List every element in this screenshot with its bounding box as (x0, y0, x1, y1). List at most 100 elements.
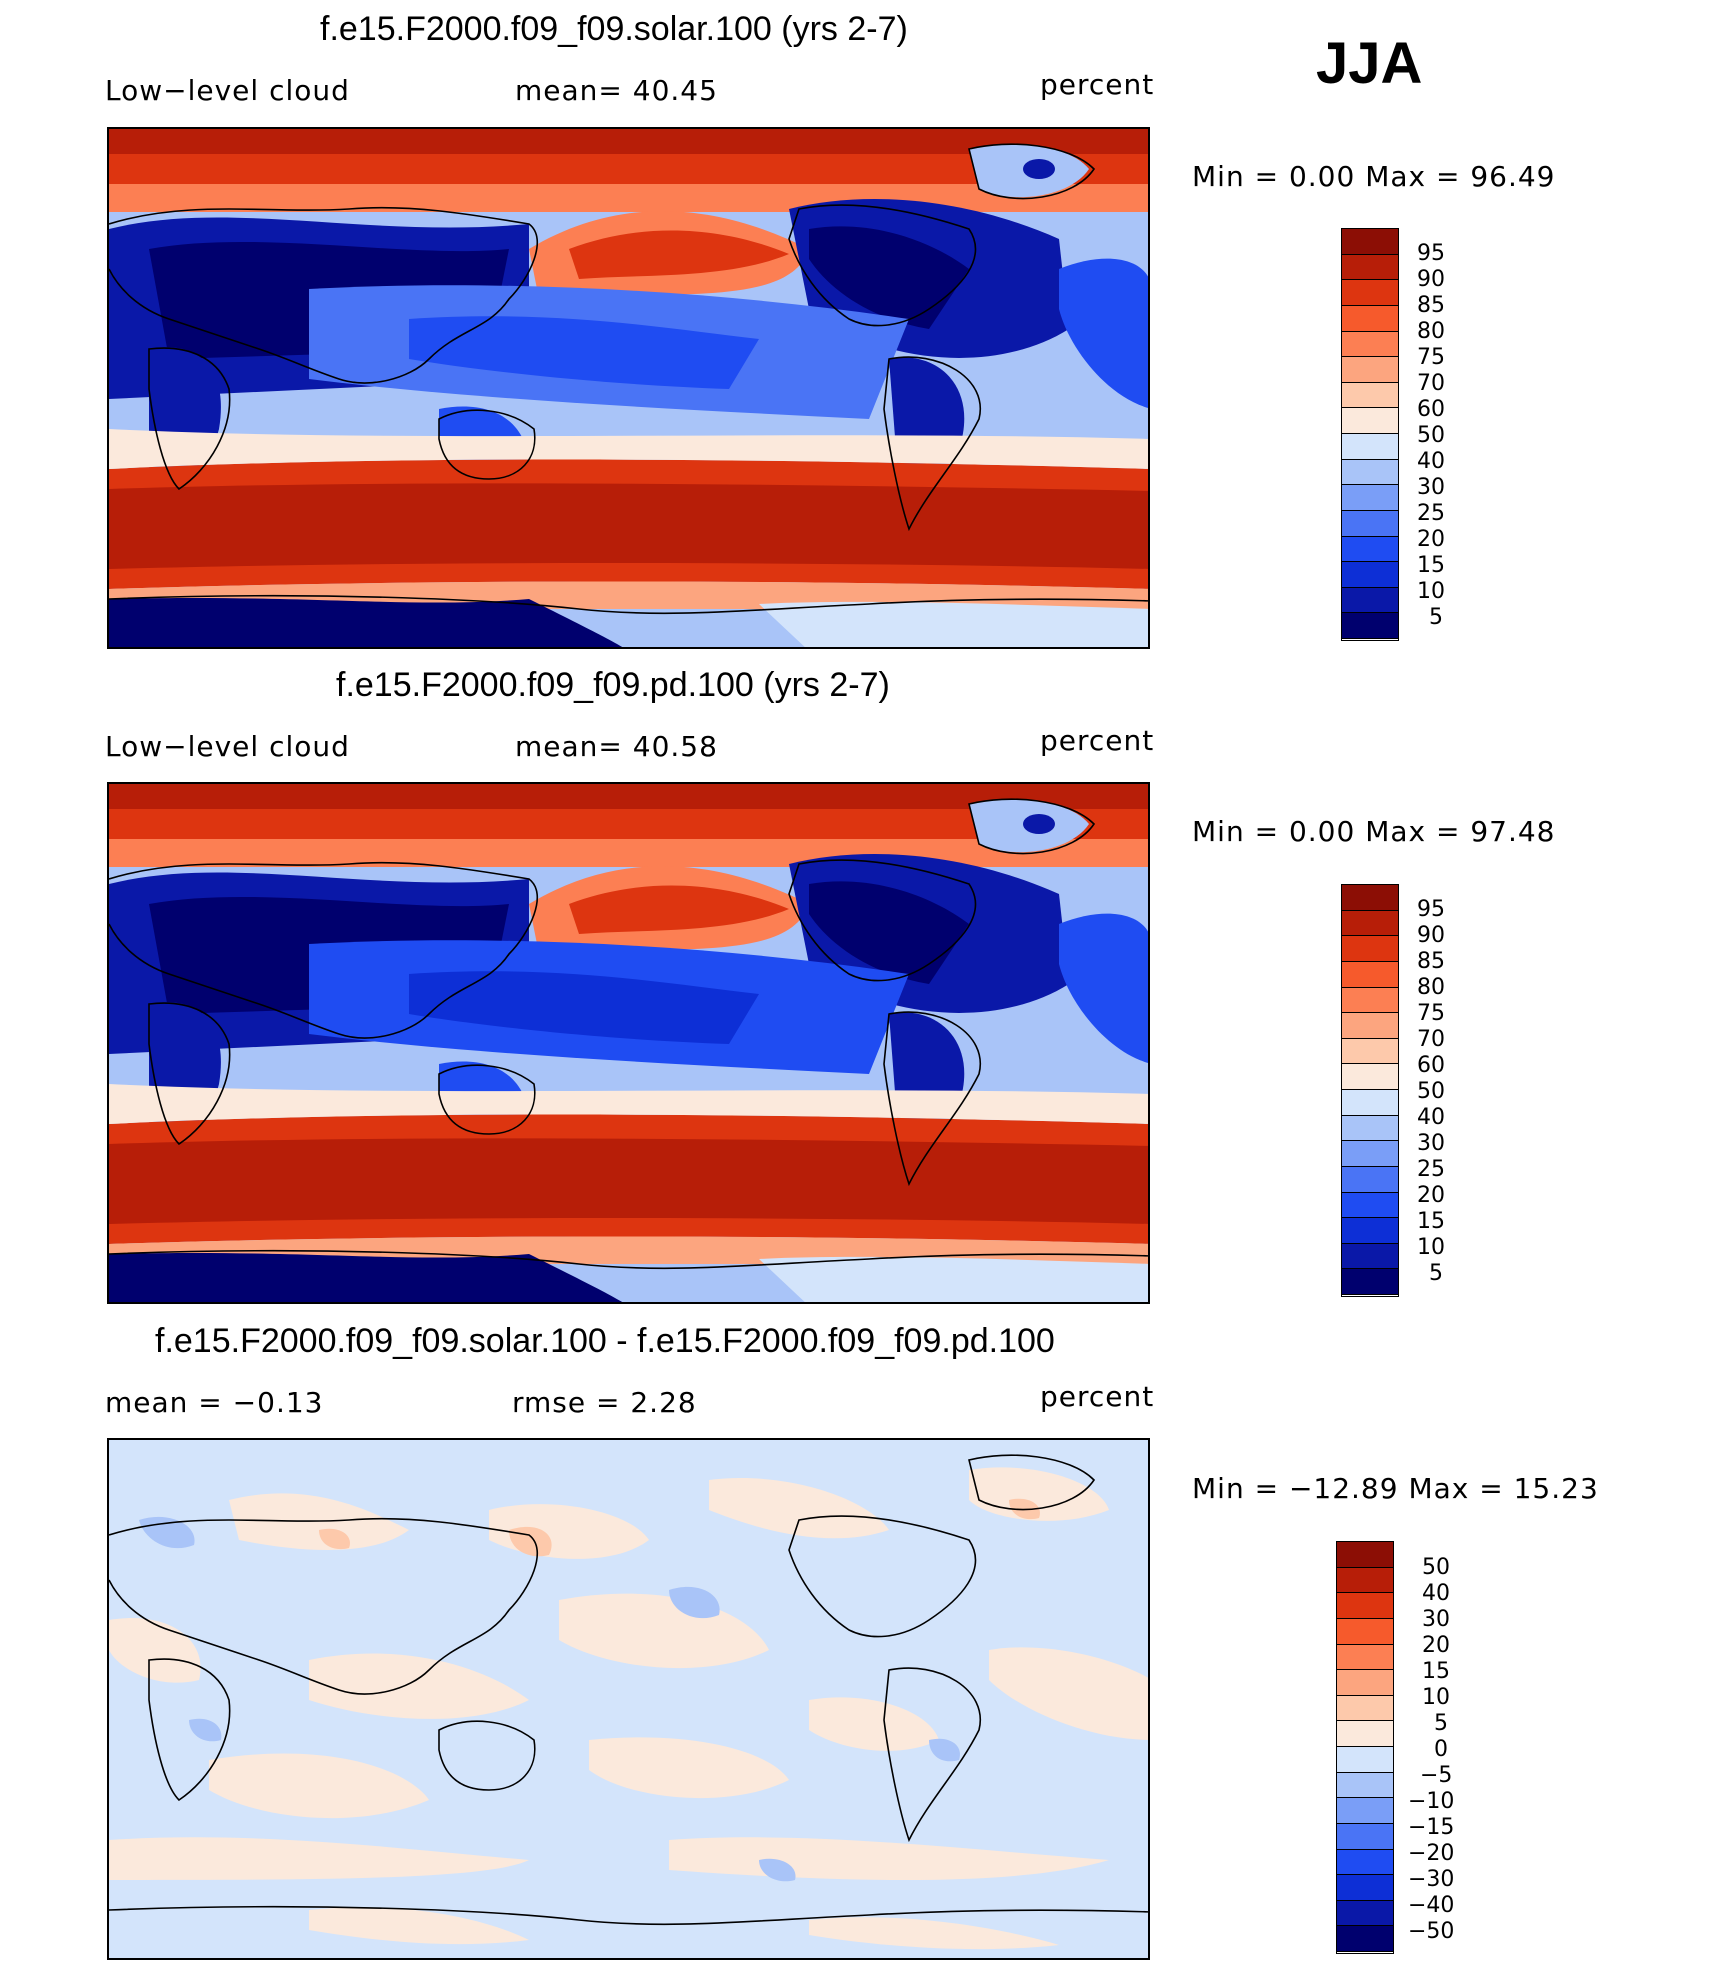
panel3-cbar-tick: 40 (1422, 1581, 1450, 1606)
panel3-cbar-tick: −50 (1408, 1919, 1455, 1944)
colorbar-swatch (1342, 331, 1398, 358)
panel1-map-svg (109, 129, 1148, 647)
panel1-cbar-tick: 80 (1417, 319, 1445, 344)
season-label: JJA (1316, 31, 1423, 96)
panel1-cbar-tick: 20 (1417, 527, 1445, 552)
panel3-colorbar (1336, 1541, 1394, 1954)
panel1-cbar-tick: 75 (1417, 345, 1445, 370)
panel2-map-svg (109, 784, 1148, 1302)
panel2-cbar-tick: 25 (1417, 1157, 1445, 1182)
panel1-cbar-tick: 25 (1417, 501, 1445, 526)
colorbar-swatch (1342, 357, 1398, 383)
panel2-variable-label: Low−level cloud (105, 730, 350, 763)
panel1-cbar-tick: 95 (1417, 241, 1445, 266)
colorbar-swatch (1342, 1141, 1398, 1167)
panel1-map (107, 127, 1150, 649)
panel2-cbar-tick: 10 (1417, 1235, 1445, 1260)
colorbar-swatch (1342, 1013, 1398, 1039)
panel3-rmse-label: rmse = 2.28 (512, 1386, 697, 1419)
colorbar-swatch (1342, 961, 1398, 988)
panel3-mean-label: mean = −0.13 (105, 1386, 324, 1419)
colorbar-swatch (1342, 408, 1398, 434)
panel2-cbar-tick: 15 (1417, 1209, 1445, 1234)
colorbar-swatch (1337, 1772, 1393, 1799)
panel3-cbar-tick: −10 (1408, 1789, 1455, 1814)
panel2-colorbar (1341, 884, 1399, 1297)
panel1-title: f.e15.F2000.f09_f09.solar.100 (yrs 2-7) (320, 10, 908, 48)
panel1-cbar-tick: 10 (1417, 579, 1445, 604)
panel3-units-label: percent (1040, 1380, 1155, 1413)
panel3-cbar-tick: −20 (1408, 1841, 1455, 1866)
colorbar-swatch (1337, 1875, 1393, 1901)
colorbar-swatch (1337, 1798, 1393, 1824)
panel3-map-svg (109, 1440, 1148, 1958)
panel2-cbar-tick: 95 (1417, 897, 1445, 922)
panel2-coastlines (109, 798, 1148, 1270)
panel3-cbar-tick: 50 (1422, 1555, 1450, 1580)
colorbar-swatch (1337, 1926, 1393, 1952)
panel1-cbar-tick: 5 (1429, 605, 1443, 630)
colorbar-swatch (1342, 587, 1398, 614)
colorbar-swatch (1342, 936, 1398, 962)
colorbar-swatch (1342, 1064, 1398, 1090)
colorbar-swatch (1342, 1269, 1398, 1295)
colorbar-swatch (1342, 434, 1398, 460)
panel1-cbar-tick: 50 (1417, 423, 1445, 448)
panel2-cbar-tick: 40 (1417, 1105, 1445, 1130)
panel3-cbar-tick: 15 (1422, 1659, 1450, 1684)
colorbar-swatch (1342, 1038, 1398, 1065)
colorbar-swatch (1342, 305, 1398, 332)
panel3-cbar-tick: 0 (1434, 1737, 1448, 1762)
colorbar-swatch (1342, 1218, 1398, 1244)
colorbar-swatch (1342, 613, 1398, 639)
panel2-cbar-tick: 80 (1417, 975, 1445, 1000)
panel3-cbar-tick: −40 (1408, 1893, 1455, 1918)
panel2-cbar-tick: 60 (1417, 1053, 1445, 1078)
panel1-units-label: percent (1040, 68, 1155, 101)
colorbar-swatch (1342, 885, 1398, 911)
panel3-cbar-tick: 10 (1422, 1685, 1450, 1710)
colorbar-swatch (1342, 1243, 1398, 1270)
panel2-minmax: Min = 0.00 Max = 97.48 (1192, 815, 1556, 848)
panel2-cbar-tick: 75 (1417, 1001, 1445, 1026)
colorbar-swatch (1342, 1090, 1398, 1116)
panel2-cbar-tick: 20 (1417, 1183, 1445, 1208)
panel3-coastlines (109, 1454, 1148, 1926)
colorbar-swatch (1337, 1670, 1393, 1696)
colorbar-swatch (1342, 229, 1398, 255)
panel2-title: f.e15.F2000.f09_f09.pd.100 (yrs 2-7) (336, 666, 890, 704)
panel1-antarctica-low (109, 597, 623, 647)
colorbar-swatch (1342, 987, 1398, 1014)
panel3-cbar-tick: −15 (1408, 1815, 1455, 1840)
panel3-cbar-tick: 20 (1422, 1633, 1450, 1658)
panel1-mean-label: mean= 40.45 (515, 74, 718, 107)
colorbar-swatch (1337, 1823, 1393, 1850)
colorbar-swatch (1342, 254, 1398, 281)
panel2-mean-label: mean= 40.58 (515, 730, 718, 763)
colorbar-swatch (1337, 1721, 1393, 1747)
colorbar-swatch (1342, 459, 1398, 486)
panel3-cbar-tick: 5 (1434, 1711, 1448, 1736)
colorbar-swatch (1342, 910, 1398, 937)
colorbar-swatch (1337, 1593, 1393, 1619)
panel2-cbar-tick: 5 (1429, 1261, 1443, 1286)
panel1-cbar-tick: 90 (1417, 267, 1445, 292)
colorbar-swatch (1342, 280, 1398, 306)
panel1-cbar-tick: 60 (1417, 397, 1445, 422)
colorbar-swatch (1337, 1747, 1393, 1773)
colorbar-swatch (1342, 562, 1398, 588)
panel3-title: f.e15.F2000.f09_f09.solar.100 - f.e15.F2… (155, 1322, 1055, 1360)
colorbar-swatch (1337, 1644, 1393, 1671)
colorbar-swatch (1337, 1900, 1393, 1927)
panel1-colorbar (1341, 228, 1399, 641)
panel2-cbar-tick: 30 (1417, 1131, 1445, 1156)
panel2-cbar-tick: 70 (1417, 1027, 1445, 1052)
panel3-cbar-tick: −30 (1408, 1867, 1455, 1892)
panel1-cbar-tick: 70 (1417, 371, 1445, 396)
panel1-cbar-tick: 15 (1417, 553, 1445, 578)
panel2-cbar-tick: 85 (1417, 949, 1445, 974)
colorbar-swatch (1342, 1166, 1398, 1193)
panel2-cbar-tick: 50 (1417, 1079, 1445, 1104)
panel3-minmax: Min = −12.89 Max = 15.23 (1192, 1472, 1599, 1505)
panel3-cbar-tick: 30 (1422, 1607, 1450, 1632)
